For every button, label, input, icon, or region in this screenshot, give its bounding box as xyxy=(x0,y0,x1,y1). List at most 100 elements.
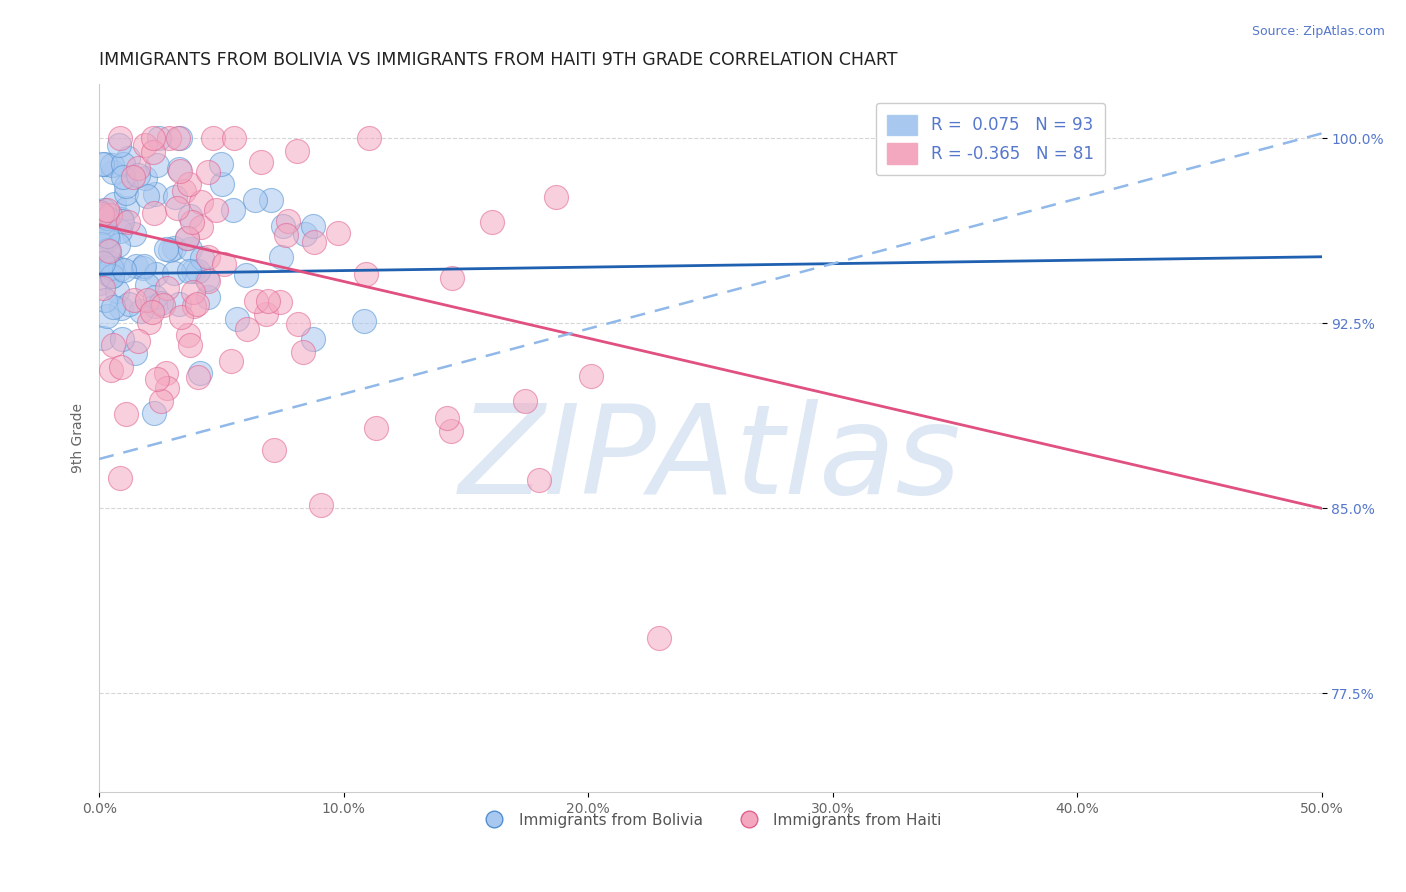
Point xyxy=(93,209,115,223)
Point xyxy=(195,272,218,286)
Legend: Immigrants from Bolivia, Immigrants from Haiti: Immigrants from Bolivia, Immigrants from… xyxy=(472,806,948,834)
Point xyxy=(124,293,146,307)
Text: ZIPAtlas: ZIPAtlas xyxy=(460,399,962,520)
Point xyxy=(142,131,165,145)
Point xyxy=(142,145,165,160)
Point xyxy=(326,226,349,240)
Point xyxy=(201,131,224,145)
Point xyxy=(94,156,117,170)
Point xyxy=(112,157,135,171)
Point xyxy=(98,247,121,261)
Point xyxy=(197,274,219,288)
Point xyxy=(112,169,135,184)
Point xyxy=(187,264,209,278)
Point xyxy=(440,270,463,285)
Point xyxy=(115,178,138,193)
Point xyxy=(176,231,198,245)
Point xyxy=(353,314,375,328)
Point xyxy=(91,222,114,236)
Point xyxy=(291,345,314,359)
Point xyxy=(170,310,193,325)
Point xyxy=(96,211,118,225)
Point xyxy=(136,277,159,292)
Point xyxy=(648,632,671,646)
Point xyxy=(209,157,232,171)
Point xyxy=(197,290,219,304)
Point xyxy=(148,131,170,145)
Point xyxy=(294,227,316,241)
Point xyxy=(159,244,181,258)
Point xyxy=(101,300,124,314)
Point xyxy=(134,138,156,153)
Point xyxy=(122,227,145,241)
Point xyxy=(124,346,146,360)
Point xyxy=(169,164,191,178)
Point xyxy=(270,251,292,265)
Point xyxy=(97,232,120,246)
Point xyxy=(150,295,173,310)
Point xyxy=(108,137,131,152)
Point xyxy=(143,299,166,313)
Point xyxy=(440,425,463,439)
Point xyxy=(481,215,503,229)
Point xyxy=(169,131,191,145)
Point xyxy=(263,442,285,457)
Point xyxy=(271,219,294,234)
Point xyxy=(163,266,186,280)
Point xyxy=(143,206,166,220)
Point xyxy=(166,201,188,215)
Point xyxy=(132,259,155,273)
Point xyxy=(235,321,257,335)
Text: IMMIGRANTS FROM BOLIVIA VS IMMIGRANTS FROM HAITI 9TH GRADE CORRELATION CHART: IMMIGRANTS FROM BOLIVIA VS IMMIGRANTS FR… xyxy=(100,51,897,69)
Point xyxy=(243,193,266,207)
Point xyxy=(90,237,112,252)
Point xyxy=(143,406,166,420)
Point xyxy=(167,161,190,176)
Point xyxy=(222,131,245,145)
Point xyxy=(110,212,132,227)
Point xyxy=(132,260,155,275)
Point xyxy=(176,231,198,245)
Point xyxy=(145,372,167,386)
Point xyxy=(197,165,219,179)
Point xyxy=(359,131,381,145)
Point xyxy=(91,331,114,345)
Point xyxy=(191,252,214,266)
Point xyxy=(287,317,309,331)
Point xyxy=(156,281,179,295)
Point xyxy=(135,293,157,307)
Point xyxy=(141,305,163,319)
Point xyxy=(94,293,117,307)
Point xyxy=(181,285,204,299)
Point xyxy=(190,194,212,209)
Point xyxy=(111,332,134,346)
Point xyxy=(544,189,567,203)
Point xyxy=(179,209,201,223)
Point xyxy=(143,290,166,304)
Point xyxy=(212,257,235,271)
Point xyxy=(96,310,118,324)
Point xyxy=(117,215,139,229)
Point xyxy=(302,235,325,249)
Point xyxy=(149,394,172,409)
Point xyxy=(91,256,114,270)
Point xyxy=(179,264,201,278)
Point xyxy=(108,224,131,238)
Point xyxy=(256,293,278,308)
Point xyxy=(115,202,138,216)
Point xyxy=(579,368,602,383)
Point xyxy=(219,354,242,368)
Point xyxy=(309,498,332,512)
Point xyxy=(125,259,148,273)
Point xyxy=(98,244,121,258)
Point xyxy=(156,381,179,395)
Point xyxy=(155,366,177,380)
Point xyxy=(436,411,458,425)
Point xyxy=(93,203,115,218)
Point xyxy=(89,205,111,219)
Point xyxy=(100,256,122,270)
Point xyxy=(527,474,550,488)
Point xyxy=(221,202,243,217)
Point xyxy=(127,168,149,182)
Point xyxy=(186,297,208,311)
